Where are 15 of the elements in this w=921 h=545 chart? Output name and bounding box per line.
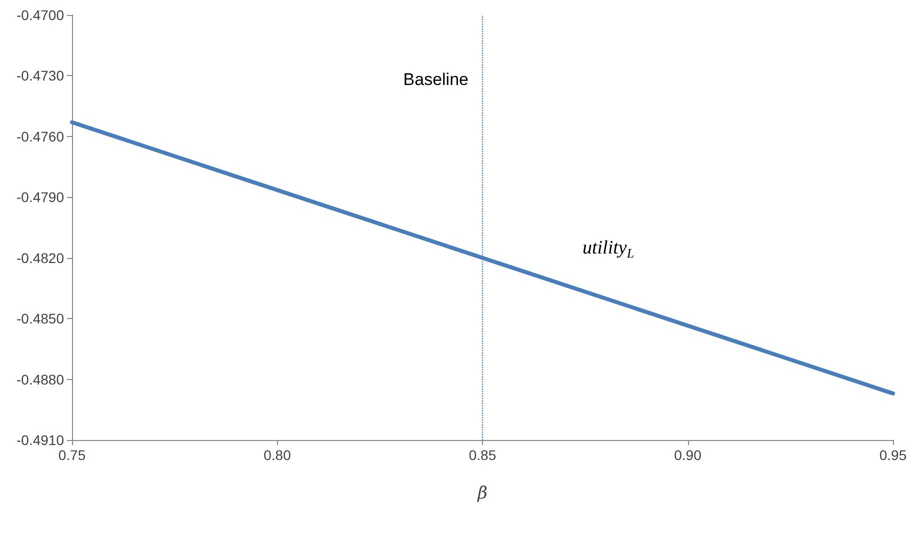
y-tick-label: -0.4910 xyxy=(16,432,64,448)
x-tick-label: 0.75 xyxy=(58,447,86,463)
y-tick-label: -0.4700 xyxy=(16,7,64,23)
x-axis-title: β xyxy=(476,484,488,504)
x-tick-label: 0.90 xyxy=(674,447,702,463)
x-tick-label: 0.85 xyxy=(468,447,496,463)
y-tick-label: -0.4760 xyxy=(16,128,64,144)
y-tick-label: -0.4790 xyxy=(16,189,64,206)
y-tick-label: -0.4880 xyxy=(16,371,64,388)
y-tick-label: -0.4820 xyxy=(16,250,64,266)
y-tick-label: -0.4730 xyxy=(16,68,64,84)
x-tick-label: 0.95 xyxy=(879,447,907,463)
ref-line-label: Baseline xyxy=(403,70,468,89)
x-tick-label: 0.80 xyxy=(264,447,292,463)
y-tick-label: -0.4850 xyxy=(16,310,64,327)
